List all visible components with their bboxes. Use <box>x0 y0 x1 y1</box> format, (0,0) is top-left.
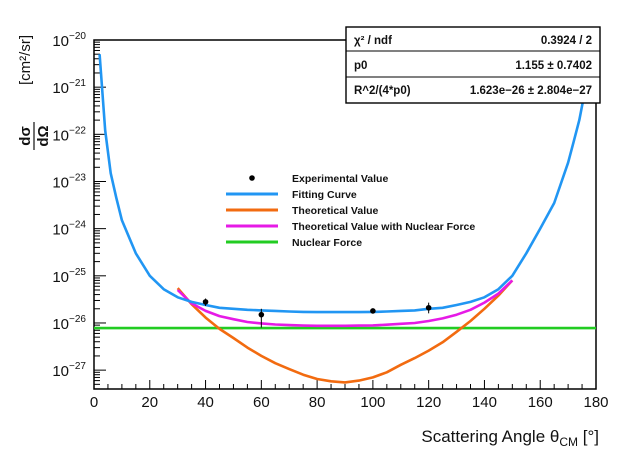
series-fit <box>98 54 592 314</box>
experimental-point <box>425 304 432 311</box>
y-tick-label: 10−27 <box>52 361 86 380</box>
stat-p0-value: 1.155 ± 0.7402 <box>515 60 592 72</box>
y-tick-label: 10−21 <box>52 78 86 97</box>
legend-label-nuclear: Nuclear Force <box>292 237 362 249</box>
y-tick-label: 10−22 <box>52 125 86 144</box>
x-tick-label: 20 <box>141 394 158 411</box>
stat-param-label: R^2/(4*p0) <box>354 85 411 97</box>
x-axis-label: Scattering Angle θCM [°] <box>421 427 599 449</box>
experimental-point <box>258 311 265 318</box>
x-axis-ticks: 0 20 40 60 80 100 120 140 160 180 <box>90 380 609 411</box>
stat-chi2-value: 0.3924 / 2 <box>541 35 592 47</box>
svg-text:Scattering Angle θCM [°]: Scattering Angle θCM [°] <box>421 427 599 449</box>
x-label-unit: [°] <box>583 427 599 446</box>
legend: Experimental Value Fitting Curve Theoret… <box>226 173 475 249</box>
stat-p0-label: p0 <box>354 60 367 72</box>
y-tick-label: 10−26 <box>52 314 86 333</box>
y-axis-label: dσ dΩ [cm²/sr] <box>17 35 52 150</box>
x-tick-label: 160 <box>528 394 553 411</box>
stat-param-value: 1.623e−26 ± 2.804e−27 <box>470 85 592 97</box>
y-tick-label: 10−20 <box>52 31 86 50</box>
y-label-unit: [cm²/sr] <box>17 35 34 85</box>
experimental-point <box>202 299 209 305</box>
x-tick-label: 0 <box>90 394 98 411</box>
x-tick-label: 80 <box>309 394 326 411</box>
x-label-main: Scattering Angle θ <box>421 427 559 446</box>
svg-text:dσ: dσ <box>17 126 34 145</box>
y-tick-label: 10−23 <box>52 172 86 191</box>
curves <box>94 54 596 384</box>
experimental-point <box>370 308 376 314</box>
x-tick-label: 180 <box>583 394 608 411</box>
stat-chi2-label: χ² / ndf <box>354 35 392 47</box>
x-label-subscript: CM <box>559 435 578 449</box>
legend-label-experimental: Experimental Value <box>292 173 388 185</box>
y-label-fraction-denominator: dΩ <box>35 125 52 146</box>
y-label-fraction-numerator: dσ <box>17 126 34 145</box>
x-tick-label: 140 <box>472 394 497 411</box>
legend-label-theory: Theoretical Value <box>292 205 379 217</box>
legend-marker-experimental <box>249 175 255 181</box>
x-tick-label: 100 <box>360 394 385 411</box>
y-axis-ticks: 10−20 10−21 10−22 10−23 10−24 10−25 10−26 10−27 <box>52 31 106 390</box>
fit-stats-box: χ² / ndf 0.3924 / 2 p0 1.155 ± 0.7402 R^… <box>345 26 601 104</box>
experimental-points <box>202 298 432 328</box>
x-tick-label: 40 <box>197 394 214 411</box>
svg-text:dΩ: dΩ <box>35 125 52 146</box>
x-tick-label: 120 <box>416 394 441 411</box>
x-tick-label: 60 <box>253 394 270 411</box>
legend-label-fit: Fitting Curve <box>292 189 357 201</box>
y-tick-label: 10−25 <box>52 267 86 286</box>
y-tick-label: 10−24 <box>52 220 86 239</box>
legend-label-theory-nuclear: Theoretical Value with Nuclear Force <box>292 221 475 233</box>
series-theory <box>176 279 514 384</box>
series-theory-nuclear <box>176 279 514 328</box>
